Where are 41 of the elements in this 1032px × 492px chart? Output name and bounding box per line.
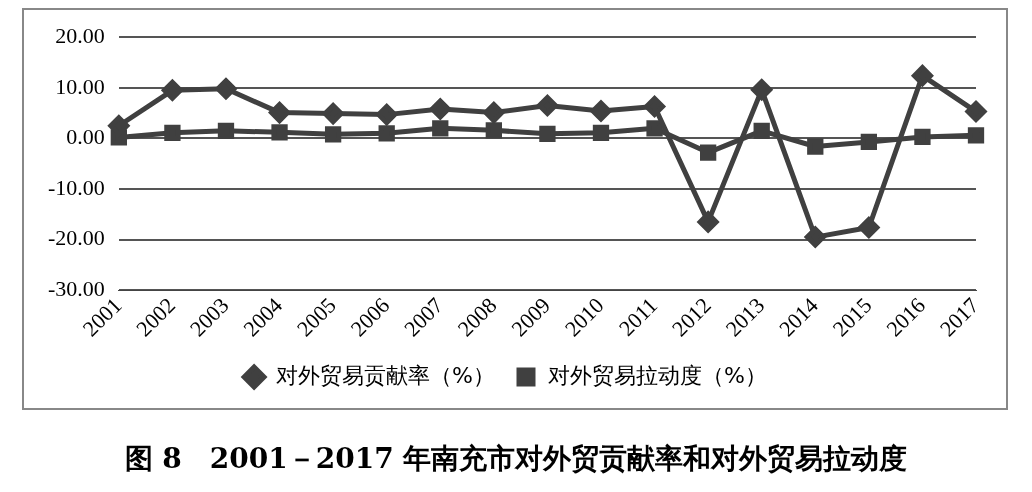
- point: [539, 125, 556, 143]
- point: [965, 101, 987, 123]
- point: [646, 120, 663, 137]
- point: [751, 79, 773, 101]
- legend-label: 对外贸易拉动度（%）: [548, 362, 767, 388]
- point: [858, 216, 880, 238]
- point: [753, 122, 770, 139]
- point: [699, 144, 717, 161]
- point: [590, 100, 612, 122]
- point: [914, 128, 931, 146]
- y-tick-label: 10.00: [55, 73, 105, 99]
- point: [269, 102, 291, 124]
- point: [271, 124, 288, 141]
- point: [804, 226, 826, 248]
- point: [697, 211, 719, 233]
- y-tick-label: 0.00: [66, 124, 105, 150]
- point: [376, 104, 398, 126]
- legend-label: 对外贸易贡献率（%）: [276, 362, 495, 388]
- point: [485, 122, 502, 139]
- point: [807, 138, 824, 155]
- point: [536, 95, 558, 117]
- text: 图 8 2001－2017 年南充市对外贸贡献率和对外贸易拉动度: [123, 441, 909, 477]
- point: [429, 98, 451, 120]
- point: [322, 103, 344, 125]
- point: [967, 127, 985, 144]
- y-tick-label: -30.00: [48, 276, 105, 301]
- point: [164, 124, 181, 141]
- y-tick-label: -10.00: [48, 174, 105, 200]
- point: [483, 102, 505, 124]
- point: [215, 78, 237, 100]
- point: [324, 126, 342, 143]
- y-tick-label: 20.00: [55, 22, 105, 48]
- point: [161, 79, 183, 101]
- point: [378, 125, 395, 142]
- point: [432, 120, 449, 137]
- point: [911, 65, 933, 87]
- point: [217, 122, 235, 139]
- point: [860, 133, 878, 151]
- point: [592, 124, 610, 141]
- point: [644, 96, 666, 118]
- y-tick-label: -20.00: [48, 225, 105, 251]
